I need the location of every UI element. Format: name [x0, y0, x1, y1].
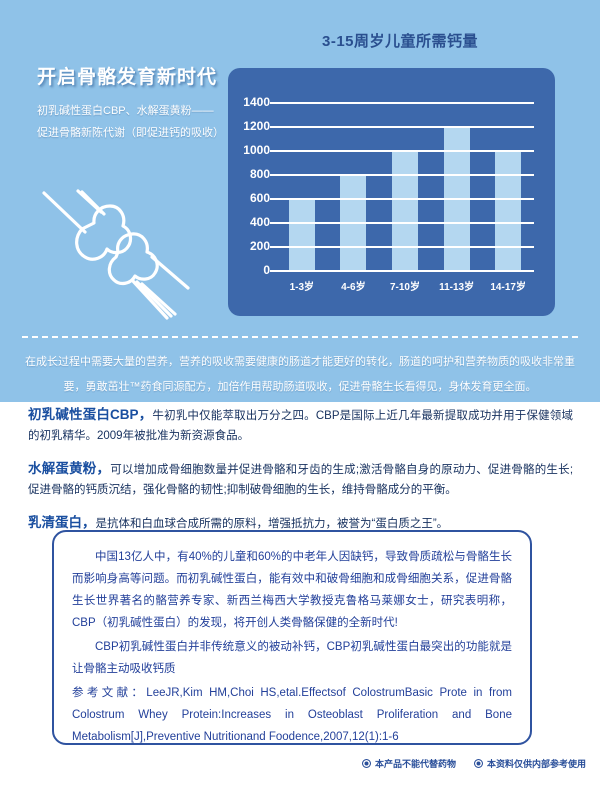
section-egg-yolk-lead: 水解蛋黄粉，	[28, 461, 111, 476]
chart-gridline: 400	[250, 215, 534, 229]
callout-paragraph-1: 中国13亿人中，有40%的儿童和60%的中老年人因缺钙，导致骨质疏松与骨骼生长而…	[72, 551, 512, 629]
chart-x-axis-labels: 1-3岁 4-6岁 7-10岁 11-13岁 14-17岁	[276, 278, 534, 293]
hero-panel: 3-15周岁儿童所需钙量 开启骨骼发育新时代 初乳碱性蛋白CBP、水解蛋黄粉——…	[0, 0, 600, 402]
chart-gridline: 600	[250, 191, 534, 205]
footer-note-1: 本产品不能代替药物	[361, 757, 456, 770]
section-cbp-text: 牛初乳中仅能萃取出万分之四。CBP是国际上近几年最新提取成功并用于保健领域的初乳…	[28, 410, 573, 442]
chart-x-tick-label: 4-6岁	[341, 282, 366, 293]
research-callout-box: 中国13亿人中，有40%的儿童和60%的中老年人因缺钙，导致骨质疏松与骨骼生长而…	[52, 530, 532, 745]
hero-heading: 开启骨骼发育新时代	[37, 67, 218, 88]
footer-notes: 本产品不能代替药物 本资料仅供内部参考使用	[361, 757, 586, 770]
hero-subtitle: 初乳碱性蛋白CBP、水解蛋黄粉——促进骨骼新陈代谢（即促进钙的吸收）	[37, 105, 224, 139]
chart-y-tick-label: 0	[263, 263, 270, 277]
chart-gridline: 1000	[243, 143, 534, 157]
chart-y-tick-label: 400	[249, 215, 270, 229]
chart-y-tick-mark	[270, 270, 276, 272]
chart-x-tick-label: 14-17岁	[490, 282, 526, 293]
chart-y-tick-label: 1200	[243, 119, 270, 133]
dashed-divider	[22, 336, 578, 338]
chart-y-tick-mark	[270, 126, 276, 128]
footer-note-2: 本资料仅供内部参考使用	[473, 757, 586, 770]
chart-y-tick-label: 1400	[243, 95, 270, 109]
chart-title: 3-15周岁儿童所需钙量	[321, 33, 479, 50]
section-egg-yolk-text: 可以增加成骨细胞数量并促进骨骼和牙齿的生成;激活骨骼自身的原动力、促进骨骼的生长…	[28, 464, 574, 496]
bone-joint-icon	[38, 185, 218, 325]
content-area: 初乳碱性蛋白CBP，牛初乳中仅能萃取出万分之四。CBP是国际上近几年最新提取成功…	[0, 402, 600, 792]
chart-gridline: 800	[250, 167, 534, 181]
chart-gridline: 1400	[243, 95, 534, 109]
bullet-dot-icon	[473, 759, 483, 768]
footer-note-2-label: 本资料仅供内部参考使用	[486, 759, 586, 769]
chart-x-tick-label: 1-3岁	[289, 282, 315, 293]
section-egg-yolk: 水解蛋黄粉，可以增加成骨细胞数量并促进骨骼和牙齿的生成;激活骨骼自身的原动力、促…	[28, 459, 573, 500]
callout-paragraph-2: CBP初乳碱性蛋白并非传统意义的被动补钙，CBP初乳碱性蛋白最突出的功能就是让骨…	[72, 641, 512, 675]
chart-y-tick-label: 200	[249, 239, 270, 253]
chart-bar	[495, 150, 522, 270]
chart-gridline: 0	[263, 263, 534, 277]
callout-reference: 参考文献：LeeJR,Kim HM,Choi HS,etal.Effectsof…	[72, 687, 512, 743]
section-cbp: 初乳碱性蛋白CBP，牛初乳中仅能萃取出万分之四。CBP是国际上近几年最新提取成功…	[28, 405, 573, 446]
chart-y-tick-mark	[270, 198, 276, 200]
chart-y-tick-mark	[270, 222, 276, 224]
section-whey-protein-text: 是抗体和白血球合成所需的原料，增强抵抗力，被誉为“蛋白质之王”。	[95, 518, 449, 530]
chart-bars	[276, 90, 534, 270]
footer-note-1-label: 本产品不能代替药物	[374, 759, 456, 769]
section-cbp-lead: 初乳碱性蛋白CBP，	[28, 407, 153, 422]
section-whey-protein: 乳清蛋白，是抗体和白血球合成所需的原料，增强抵抗力，被誉为“蛋白质之王”。	[28, 513, 573, 534]
chart-y-tick-mark	[270, 102, 276, 104]
chart-bar	[288, 198, 315, 270]
chart-y-tick-label: 600	[249, 191, 270, 205]
nutrition-banner-text: 在成长过程中需要大量的营养，营养的吸收需要健康的肠道才能更好的转化，肠道的呵护和…	[25, 356, 575, 393]
chart-y-tick-mark	[270, 246, 276, 248]
chart-bar	[391, 150, 418, 270]
chart-y-tick-label: 800	[249, 167, 270, 181]
chart-x-tick-label: 11-13岁	[439, 282, 475, 293]
chart-y-tick-mark	[270, 150, 276, 152]
chart-y-tick-mark	[270, 174, 276, 176]
chart-gridline: 1200	[243, 119, 534, 133]
chart-x-tick-label: 7-10岁	[389, 282, 420, 293]
chart-y-tick-label: 1000	[243, 143, 270, 157]
chart-plot-area: 0 200 400 600 800 1000 1200 1400	[243, 90, 534, 277]
bullet-dot-icon	[361, 759, 371, 768]
calcium-bar-chart: 0 200 400 600 800 1000 1200 1400 1-3岁 4-6岁 7-10岁 1…	[228, 68, 555, 316]
section-whey-protein-lead: 乳清蛋白，	[28, 515, 96, 530]
chart-gridline: 200	[250, 239, 534, 253]
